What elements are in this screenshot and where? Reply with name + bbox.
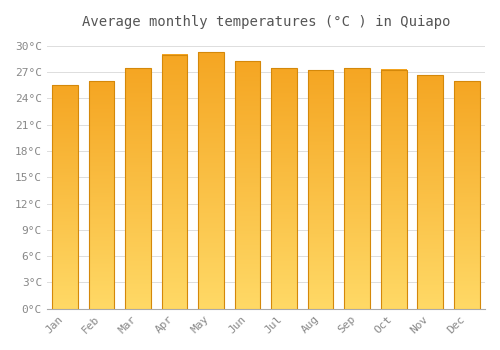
- Bar: [162, 55, 188, 309]
- Title: Average monthly temperatures (°C ) in Quiapo: Average monthly temperatures (°C ) in Qu…: [82, 15, 450, 29]
- Bar: [52, 85, 78, 309]
- Bar: [308, 70, 334, 309]
- Bar: [418, 75, 443, 309]
- Bar: [272, 68, 297, 309]
- Bar: [235, 61, 260, 309]
- Bar: [198, 52, 224, 309]
- Bar: [454, 81, 479, 309]
- Bar: [344, 68, 370, 309]
- Bar: [381, 70, 406, 309]
- Bar: [126, 68, 151, 309]
- Bar: [89, 81, 114, 309]
